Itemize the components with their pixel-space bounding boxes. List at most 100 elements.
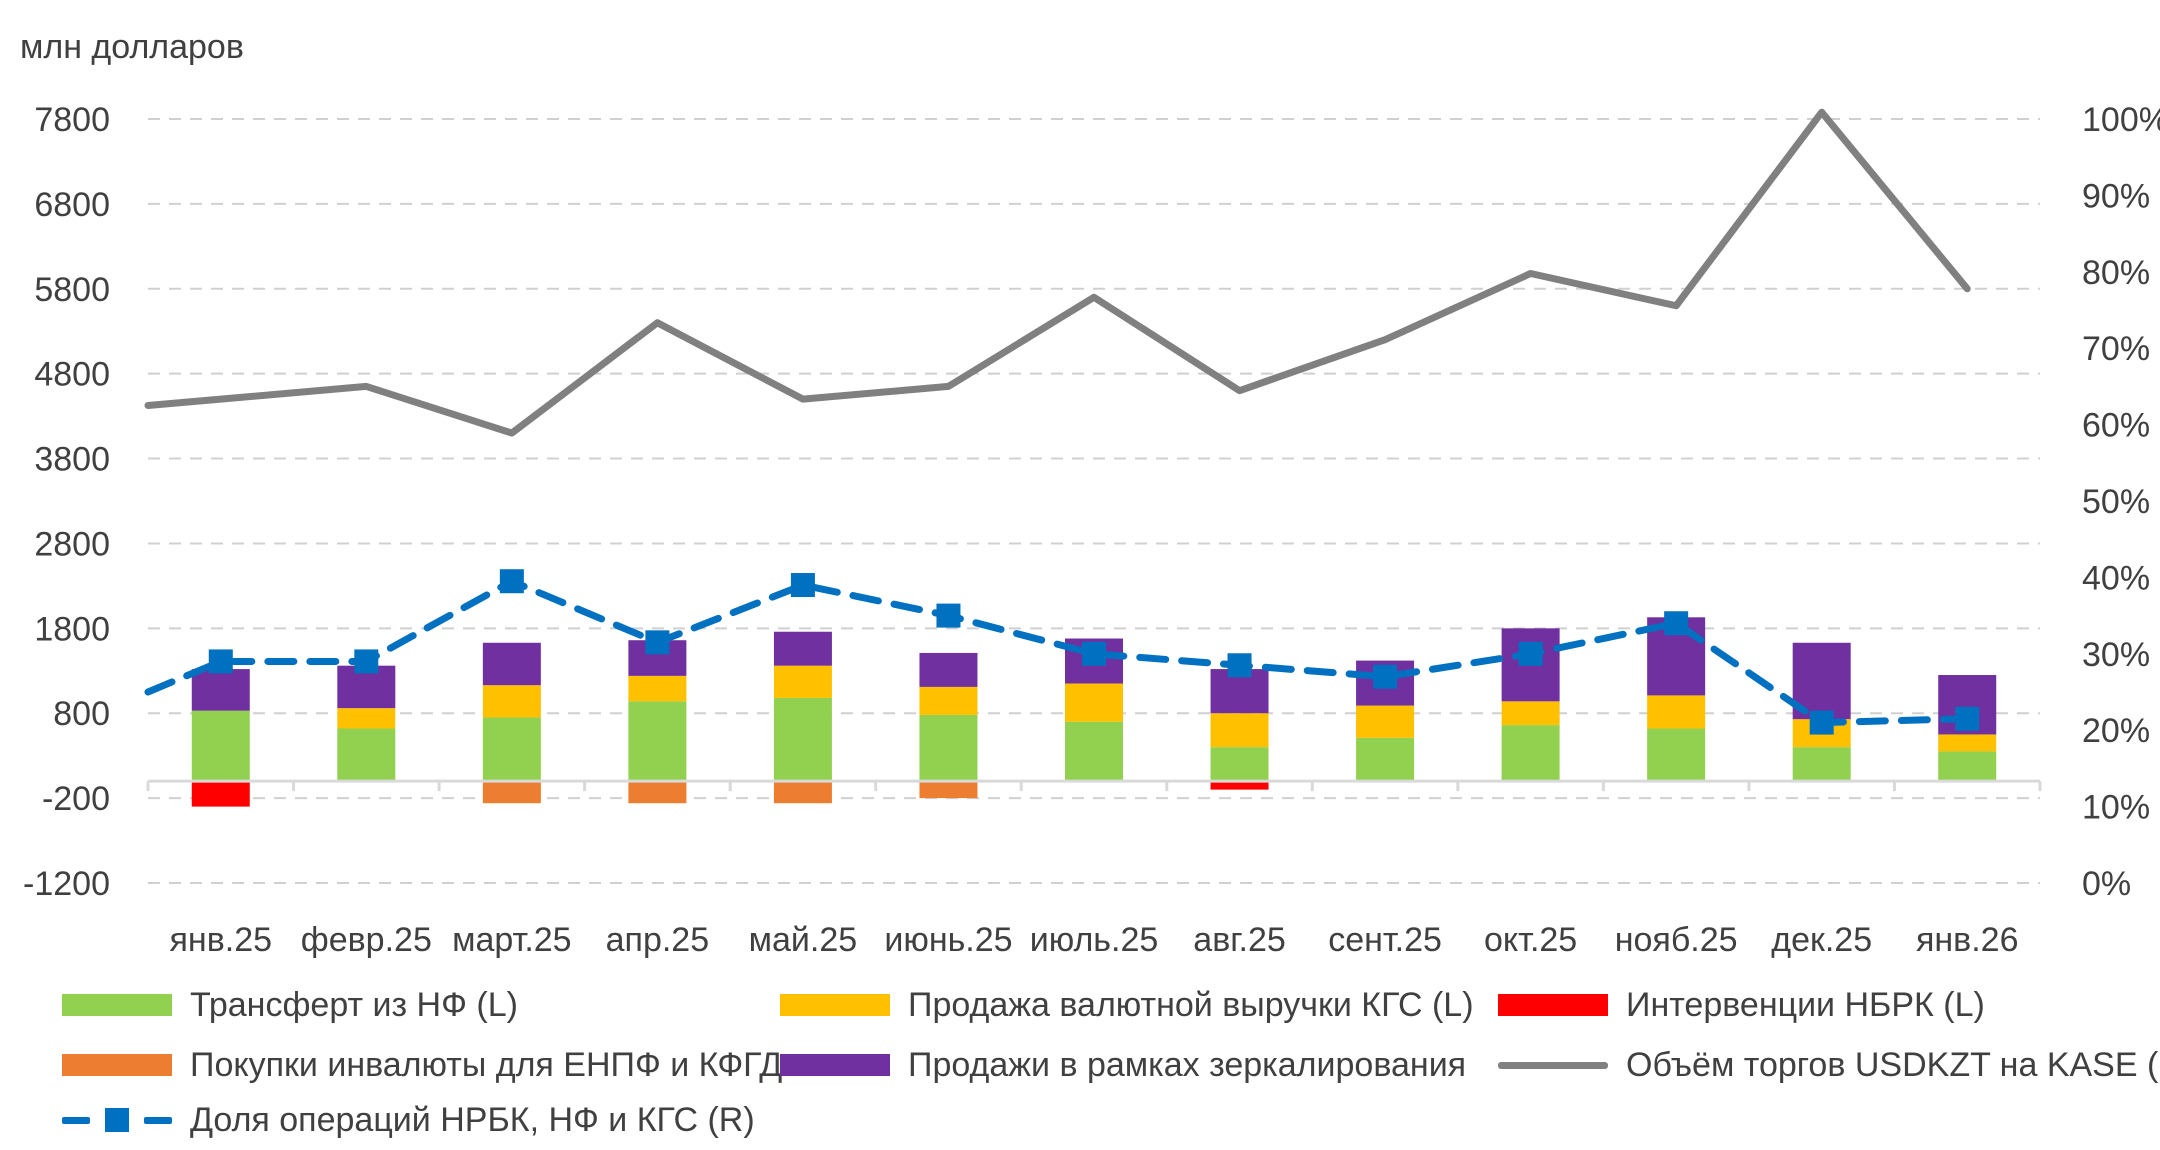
x-tick-label: июль.25 bbox=[1030, 921, 1159, 959]
left-tick-label: 4800 bbox=[34, 356, 110, 394]
legend-swatch-enpf bbox=[62, 1054, 172, 1076]
right-tick-label: 0% bbox=[2082, 865, 2131, 903]
right-axis-ticks: 100% 90% 80% 70% 60% 50% 40% 30% 20% 10% 0% bbox=[2082, 101, 2160, 903]
bar-segment bbox=[1210, 713, 1269, 748]
x-tick-label: февр.25 bbox=[301, 921, 432, 959]
share-marker bbox=[499, 569, 524, 594]
kase-volume-polyline bbox=[144, 108, 1971, 437]
chart: млн долларов 7800 6800 5800 4800 3800 2800 180… bbox=[20, 28, 2160, 959]
category-axis bbox=[146, 779, 2042, 792]
right-tick-label: 70% bbox=[2082, 330, 2150, 368]
x-tick-label: сент.25 bbox=[1328, 921, 1442, 959]
share-marker bbox=[1227, 653, 1252, 678]
legend-swatch-kase bbox=[1498, 1061, 1608, 1069]
right-tick-label: 40% bbox=[2082, 559, 2150, 597]
bar-segment bbox=[628, 701, 687, 782]
right-tick-label: 30% bbox=[2082, 636, 2150, 674]
left-tick-label: -200 bbox=[42, 780, 110, 818]
bar-segment bbox=[337, 708, 396, 729]
bar-segment bbox=[919, 714, 978, 782]
bar-segment bbox=[1647, 695, 1706, 729]
legend-label-interventions: Интервенции НБРК (L) bbox=[1626, 985, 1985, 1024]
bar-segment bbox=[1356, 737, 1415, 782]
bar-segment bbox=[773, 781, 832, 804]
legend-item-mirroring: Продажи в рамках зеркалирования bbox=[780, 1035, 1466, 1095]
right-tick-label: 90% bbox=[2082, 177, 2150, 215]
x-tick-label: дек.25 bbox=[1771, 921, 1872, 959]
share-polyline bbox=[144, 577, 1971, 727]
x-axis-labels: янв.25 февр.25 март.25 апр.25 май.25 июнь.25 и… bbox=[170, 921, 2019, 959]
bar-segment bbox=[1501, 701, 1560, 726]
legend-item-transfer: Трансферт из НФ (L) bbox=[62, 975, 518, 1035]
right-tick-label: 80% bbox=[2082, 254, 2150, 292]
share-marker bbox=[1955, 706, 1980, 731]
legend: Трансферт из НФ (L) Продажа валютной выр… bbox=[0, 975, 2160, 1150]
share-marker bbox=[1664, 611, 1689, 636]
bar-segment bbox=[482, 642, 541, 686]
legend-label-kase: Объём торгов USDKZT на KASE (L) bbox=[1626, 1045, 2160, 1084]
legend-label-mirroring: Продажи в рамках зеркалирования bbox=[908, 1045, 1467, 1084]
bar-segment bbox=[1938, 734, 1997, 752]
bar-segment bbox=[628, 781, 687, 804]
left-tick-label: 2800 bbox=[34, 525, 110, 563]
share-marker bbox=[1518, 641, 1543, 666]
x-tick-label: май.25 bbox=[749, 921, 858, 959]
bar-segment bbox=[1065, 721, 1123, 782]
bar-segment bbox=[919, 781, 978, 799]
legend-swatch-interventions bbox=[1498, 994, 1608, 1016]
bar-segment bbox=[337, 728, 396, 782]
legend-item-kase: Объём торгов USDKZT на KASE (L) bbox=[1498, 1035, 2160, 1095]
share-marker bbox=[1809, 710, 1834, 735]
gridlines bbox=[148, 118, 2040, 884]
share-marker bbox=[645, 630, 670, 655]
bar-segment bbox=[1647, 728, 1706, 782]
bar-segment bbox=[1210, 747, 1269, 782]
bar-segment bbox=[482, 717, 541, 782]
legend-swatch-share bbox=[62, 1105, 172, 1135]
left-axis-ticks: 7800 6800 5800 4800 3800 2800 1800 800 -200 -1200 bbox=[23, 101, 110, 903]
share-marker bbox=[1082, 641, 1106, 666]
share-marker bbox=[790, 573, 815, 598]
x-tick-label: окт.25 bbox=[1484, 921, 1577, 959]
bar-segment bbox=[1210, 781, 1269, 790]
x-tick-label: март.25 bbox=[452, 921, 572, 959]
bar-segment bbox=[1792, 747, 1851, 782]
bar-segment bbox=[919, 686, 978, 715]
bar-segment bbox=[773, 631, 832, 666]
bar-segment bbox=[1501, 725, 1560, 782]
right-tick-label: 10% bbox=[2082, 789, 2150, 827]
legend-item-share: Доля операций НРБК, НФ и КГС (R) bbox=[62, 1090, 755, 1150]
bar-segment bbox=[191, 781, 250, 807]
x-tick-label: авг.25 bbox=[1193, 921, 1286, 959]
bar-segment bbox=[628, 675, 687, 702]
share-marker bbox=[208, 649, 233, 674]
legend-label-share: Доля операций НРБК, НФ и КГС (R) bbox=[190, 1100, 755, 1139]
share-marker bbox=[1373, 664, 1398, 689]
x-tick-label: нояб.25 bbox=[1615, 921, 1738, 959]
bar-segment bbox=[191, 669, 250, 711]
left-tick-label: 6800 bbox=[34, 186, 110, 224]
right-tick-label: 60% bbox=[2082, 407, 2150, 445]
kase-volume-line bbox=[144, 108, 1971, 437]
bar-segment bbox=[482, 781, 541, 804]
x-tick-label: апр.25 bbox=[606, 921, 710, 959]
left-tick-label: 1800 bbox=[34, 610, 110, 648]
legend-swatch-mirroring bbox=[780, 1054, 890, 1076]
right-tick-label: 50% bbox=[2082, 483, 2150, 521]
legend-label-enpf: Покупки инвалюты для ЕНПФ и КФГД bbox=[190, 1045, 783, 1084]
legend-label-transfer: Трансферт из НФ (L) bbox=[190, 985, 518, 1024]
y-axis-unit-label: млн долларов bbox=[20, 28, 244, 66]
legend-item-enpf: Покупки инвалюты для ЕНПФ и КФГД bbox=[62, 1035, 782, 1095]
bar-segment bbox=[191, 710, 250, 782]
bar-segment bbox=[773, 665, 832, 698]
x-tick-label: июнь.25 bbox=[884, 921, 1012, 959]
bar-segment bbox=[482, 685, 541, 718]
legend-item-interventions: Интервенции НБРК (L) bbox=[1498, 975, 1985, 1035]
right-tick-label: 100% bbox=[2082, 101, 2160, 139]
bar-segment bbox=[773, 697, 832, 782]
bar-segment bbox=[1938, 751, 1997, 782]
legend-swatch-transfer bbox=[62, 994, 172, 1016]
bar-segment bbox=[1065, 683, 1123, 722]
left-tick-label: 800 bbox=[53, 695, 110, 733]
bar-segment bbox=[1356, 705, 1415, 738]
